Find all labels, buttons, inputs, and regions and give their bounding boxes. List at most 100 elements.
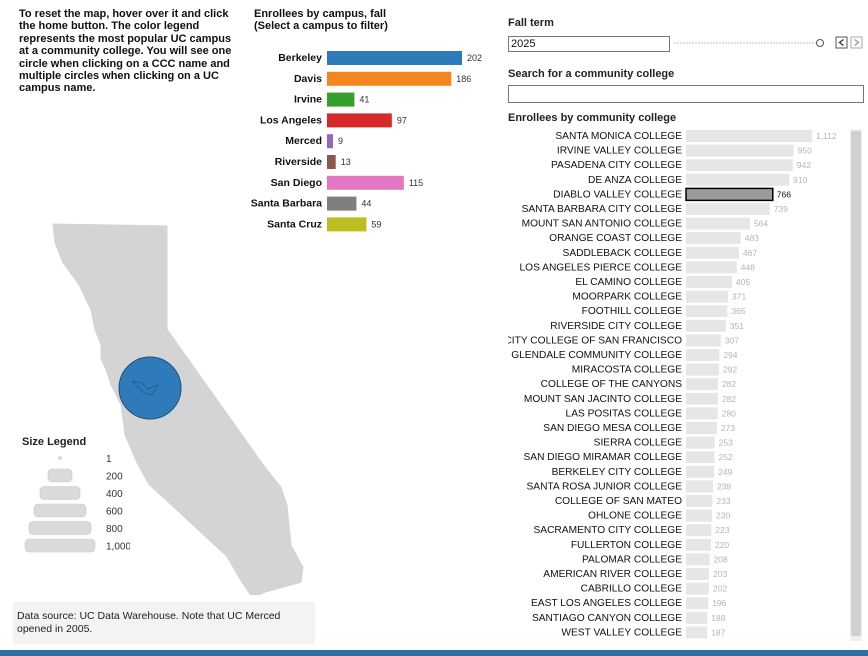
- ccc-bar[interactable]: [686, 217, 750, 230]
- ccc-bar[interactable]: [686, 363, 720, 376]
- ccc-label[interactable]: FULLERTON COLLEGE: [571, 540, 682, 551]
- ccc-label[interactable]: PASADENA CITY COLLEGE: [551, 160, 682, 171]
- ccc-bar[interactable]: [686, 495, 713, 507]
- ccc-label[interactable]: GLENDALE COMMUNITY COLLEGE: [511, 350, 682, 361]
- ccc-bar-chart[interactable]: SANTA MONICA COLLEGE IRVINE VALLEY COLLEG…: [500, 129, 850, 641]
- college-search-input[interactable]: [508, 85, 864, 103]
- ccc-label[interactable]: COLLEGE OF THE CANYONS: [541, 379, 683, 390]
- ccc-label[interactable]: MOUNT SAN ANTONIO COLLEGE: [522, 219, 683, 230]
- ccc-bar[interactable]: [685, 187, 774, 202]
- ccc-scrollbar-thumb[interactable]: [851, 131, 861, 636]
- ccc-label[interactable]: DE ANZA COLLEGE: [588, 175, 682, 186]
- campus-bar[interactable]: [327, 92, 355, 107]
- campus-label[interactable]: Irvine: [294, 94, 322, 106]
- ccc-bar[interactable]: [686, 305, 728, 318]
- ccc-bar[interactable]: [686, 290, 729, 303]
- campus-label[interactable]: Santa Barbara: [251, 198, 322, 210]
- ccc-bar[interactable]: [686, 553, 710, 566]
- campus-bar[interactable]: [327, 175, 404, 190]
- ccc-bar[interactable]: [686, 524, 712, 537]
- ccc-label[interactable]: CITY COLLEGE OF SAN FRANCISCO: [504, 335, 682, 346]
- ccc-bar[interactable]: [686, 334, 721, 347]
- campus-bar-chart[interactable]: Berkeley 202 Davis 186 Irvine 41 Los Angeles 97…: [248, 50, 498, 240]
- california-map[interactable]: [20, 205, 320, 595]
- ccc-label[interactable]: FOOTHILL COLLEGE: [582, 306, 683, 317]
- ccc-bar[interactable]: [686, 246, 739, 259]
- ccc-bar[interactable]: [686, 509, 713, 522]
- campus-bar[interactable]: [327, 71, 452, 86]
- ccc-label[interactable]: SADDLEBACK COLLEGE: [563, 248, 683, 259]
- campus-bar[interactable]: [327, 217, 367, 232]
- term-slider[interactable]: [674, 36, 866, 52]
- ccc-label[interactable]: AMERICAN RIVER COLLEGE: [543, 569, 682, 580]
- ccc-label[interactable]: SANTIAGO CANYON COLLEGE: [532, 613, 682, 624]
- ccc-bar[interactable]: [686, 261, 737, 274]
- ccc-bar[interactable]: [686, 480, 713, 493]
- campus-bar[interactable]: [327, 134, 334, 149]
- campus-bar[interactable]: [327, 113, 392, 128]
- ccc-bar[interactable]: [686, 568, 710, 580]
- ccc-bar[interactable]: [686, 582, 709, 595]
- ccc-label[interactable]: CABRILLO COLLEGE: [581, 584, 683, 595]
- ccc-bar[interactable]: [686, 465, 715, 478]
- ccc-label[interactable]: ORANGE COAST COLLEGE: [549, 233, 682, 244]
- campus-bar[interactable]: [327, 196, 357, 211]
- ccc-bar[interactable]: [686, 319, 726, 332]
- ccc-label[interactable]: COLLEGE OF SAN MATEO: [555, 496, 682, 507]
- ccc-bar[interactable]: [686, 159, 793, 172]
- ccc-bar[interactable]: [686, 392, 718, 405]
- ccc-bar[interactable]: [686, 407, 718, 420]
- ccc-label[interactable]: PALOMAR COLLEGE: [582, 554, 682, 565]
- ccc-bar[interactable]: [686, 144, 794, 157]
- ccc-label[interactable]: SAN DIEGO MESA COLLEGE: [543, 423, 682, 434]
- ccc-label[interactable]: IRVINE VALLEY COLLEGE: [557, 146, 682, 157]
- ccc-bar[interactable]: [686, 626, 708, 639]
- ccc-label[interactable]: EAST LOS ANGELES COLLEGE: [531, 598, 682, 609]
- ccc-bar-value: 405: [736, 277, 750, 287]
- ccc-bar[interactable]: [686, 378, 718, 391]
- campus-chart-title-line1: Enrollees by campus, fall: [254, 8, 387, 20]
- ccc-bar[interactable]: [686, 349, 720, 361]
- campus-label[interactable]: San Diego: [271, 177, 322, 189]
- ccc-bar[interactable]: [686, 436, 715, 449]
- ccc-bar[interactable]: [686, 538, 711, 551]
- campus-label[interactable]: Berkeley: [278, 52, 322, 64]
- ccc-label[interactable]: SANTA MONICA COLLEGE: [555, 131, 682, 142]
- ccc-label[interactable]: SANTA ROSA JUNIOR COLLEGE: [527, 481, 683, 492]
- ccc-bar[interactable]: [686, 276, 732, 288]
- prev-term-button[interactable]: [835, 36, 848, 49]
- ccc-label[interactable]: SIERRA COLLEGE: [594, 438, 683, 449]
- ccc-bar[interactable]: [686, 173, 790, 186]
- ccc-label[interactable]: WEST VALLEY COLLEGE: [561, 627, 682, 638]
- ccc-bar[interactable]: [686, 451, 715, 464]
- ccc-label[interactable]: RIVERSIDE CITY COLLEGE: [550, 321, 682, 332]
- ccc-label[interactable]: SANTA BARBARA CITY COLLEGE: [522, 204, 683, 215]
- ccc-bar[interactable]: [686, 232, 741, 245]
- ccc-bar[interactable]: [686, 130, 812, 142]
- ccc-label[interactable]: EL CAMINO COLLEGE: [575, 277, 682, 288]
- ccc-label[interactable]: MOORPARK COLLEGE: [572, 292, 682, 303]
- campus-label[interactable]: Merced: [285, 135, 322, 147]
- ccc-label[interactable]: SAN DIEGO MIRAMAR COLLEGE: [523, 452, 682, 463]
- campus-label[interactable]: Los Angeles: [260, 114, 322, 126]
- ccc-label[interactable]: SACRAMENTO CITY COLLEGE: [533, 525, 682, 536]
- ccc-bar[interactable]: [686, 422, 717, 434]
- ccc-bar[interactable]: [686, 597, 709, 610]
- ccc-label[interactable]: OHLONE COLLEGE: [588, 511, 682, 522]
- campus-label[interactable]: Riverside: [275, 156, 322, 168]
- ccc-label[interactable]: MIRACOSTA COLLEGE: [572, 365, 682, 376]
- ccc-label[interactable]: LOS ANGELES PIERCE COLLEGE: [520, 262, 683, 273]
- next-term-button[interactable]: [850, 36, 863, 49]
- ccc-bar[interactable]: [686, 203, 770, 215]
- fall-term-dropdown[interactable]: 2025: [508, 36, 670, 52]
- ccc-bar[interactable]: [686, 611, 708, 624]
- slider-handle-icon[interactable]: [816, 39, 824, 47]
- ccc-label[interactable]: MOUNT SAN JACINTO COLLEGE: [524, 394, 682, 405]
- campus-label[interactable]: Santa Cruz: [267, 218, 322, 230]
- campus-label[interactable]: Davis: [294, 73, 322, 85]
- campus-bar[interactable]: [327, 51, 462, 65]
- ccc-label[interactable]: LAS POSITAS COLLEGE: [566, 408, 683, 419]
- campus-bar[interactable]: [327, 155, 336, 169]
- ccc-label[interactable]: DIABLO VALLEY COLLEGE: [553, 189, 682, 200]
- ccc-label[interactable]: BERKELEY CITY COLLEGE: [552, 467, 683, 478]
